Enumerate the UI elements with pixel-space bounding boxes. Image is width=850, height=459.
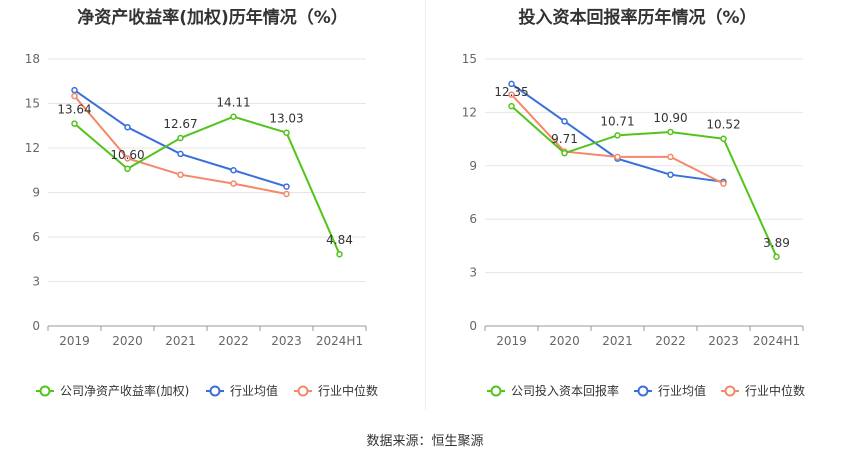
data-point-company[interactable] [336, 250, 343, 258]
y-tick-label: 15 [462, 52, 477, 66]
data-point-avg[interactable] [561, 118, 568, 125]
y-tick-label: 0 [32, 319, 40, 333]
data-point-avg[interactable] [177, 150, 184, 158]
series-line-median [510, 93, 724, 185]
y-tick-label: 0 [469, 319, 477, 333]
data-label: 13.64 [57, 103, 91, 117]
x-tick-label: 2024H1 [753, 334, 800, 348]
legend-item-company[interactable]: 公司投入资本回报率 [511, 383, 619, 398]
data-point-avg[interactable] [71, 86, 78, 94]
data-label: 14.11 [216, 96, 250, 110]
data-label: 4.84 [326, 233, 353, 247]
legend-swatch-marker [637, 385, 649, 397]
legend-swatch-marker [724, 385, 736, 397]
legend-item-median[interactable]: 行业中位数 [745, 383, 805, 398]
data-point-company[interactable] [71, 120, 78, 127]
data-point-median[interactable] [614, 153, 621, 161]
data-point-median[interactable] [177, 171, 184, 178]
panel-divider [425, 0, 426, 410]
data-label: 10.52 [706, 118, 740, 132]
y-tick-label: 9 [32, 186, 40, 200]
roe-line-chart: 0 3 6 9 12 15 18 2019 2020 2021 2022 2023 2024H1 13.6… [25, 52, 378, 398]
data-point-company[interactable] [561, 149, 568, 157]
y-tick-label: 6 [469, 212, 477, 226]
y-tick-label: 3 [469, 266, 477, 280]
data-label: 13.03 [269, 112, 303, 126]
data-point-company[interactable] [283, 129, 290, 136]
legend-swatch-marker [490, 385, 502, 397]
data-point-median[interactable] [124, 155, 131, 162]
legend-item-median[interactable]: 行业中位数 [318, 383, 378, 398]
x-tick-label: 2024H1 [316, 334, 363, 348]
data-point-company[interactable] [177, 134, 184, 142]
y-tick-label: 15 [25, 97, 40, 111]
roic-line-chart: 0 3 6 9 12 15 2019 2020 2021 2022 2023 2024H1 12.35 9… [462, 52, 805, 398]
data-source-note: 数据来源：恒生聚源 [366, 434, 484, 449]
data-point-avg[interactable] [230, 167, 237, 174]
data-point-company[interactable] [720, 135, 727, 142]
x-tick-label: 2022 [218, 334, 249, 348]
data-point-median[interactable] [71, 92, 78, 100]
x-tick-label: 2021 [602, 334, 633, 348]
data-label: 12.35 [494, 85, 528, 99]
x-tick-label: 2020 [549, 334, 580, 348]
data-point-avg[interactable] [124, 123, 131, 131]
x-tick-label: 2020 [112, 334, 143, 348]
x-tick-label: 2022 [655, 334, 686, 348]
data-point-company[interactable] [667, 128, 674, 136]
x-tick-label: 2021 [165, 334, 196, 348]
series-line-company [510, 105, 778, 258]
y-tick-label: 9 [469, 159, 477, 173]
data-point-median[interactable] [283, 190, 290, 198]
data-point-company[interactable] [508, 102, 515, 110]
x-tick-label: 2019 [496, 334, 527, 348]
legend-swatch-marker [209, 385, 221, 397]
data-point-company[interactable] [614, 132, 621, 139]
data-point-company[interactable] [773, 253, 780, 261]
series-line-company [73, 115, 341, 255]
chart-title-roic: 投入资本回报率历年情况（%） [518, 8, 757, 28]
y-tick-label: 12 [462, 105, 477, 119]
x-tick-label: 2019 [59, 334, 90, 348]
data-label: 9.71 [551, 132, 578, 146]
data-point-avg[interactable] [667, 171, 674, 178]
data-label: 3.89 [763, 236, 790, 250]
data-point-median[interactable] [667, 153, 674, 161]
data-label: 10.71 [600, 114, 634, 128]
legend-swatch-marker [297, 385, 309, 397]
y-tick-label: 6 [32, 230, 40, 244]
data-point-avg[interactable] [283, 183, 290, 190]
y-tick-label: 12 [25, 141, 40, 155]
legend-swatch-marker [39, 385, 51, 397]
data-label: 10.90 [653, 111, 687, 125]
data-point-avg[interactable] [508, 80, 515, 88]
x-tick-label: 2023 [708, 334, 739, 348]
data-point-median[interactable] [720, 180, 727, 187]
legend-item-avg[interactable]: 行业均值 [230, 383, 278, 398]
data-label: 10.60 [110, 148, 144, 162]
data-point-median[interactable] [508, 91, 515, 98]
legend-item-company[interactable]: 公司净资产收益率(加权) [60, 383, 189, 398]
data-label: 12.67 [163, 117, 197, 131]
x-tick-label: 2023 [271, 334, 302, 348]
y-tick-label: 18 [25, 52, 40, 66]
data-point-company[interactable] [124, 165, 131, 173]
data-point-company[interactable] [230, 113, 237, 120]
chart-title-roe: 净资产收益率(加权)历年情况（%） [77, 8, 348, 28]
data-point-median[interactable] [230, 180, 237, 187]
series-line-median [73, 95, 287, 195]
legend-item-avg[interactable]: 行业均值 [658, 383, 706, 398]
y-tick-label: 3 [32, 275, 40, 289]
